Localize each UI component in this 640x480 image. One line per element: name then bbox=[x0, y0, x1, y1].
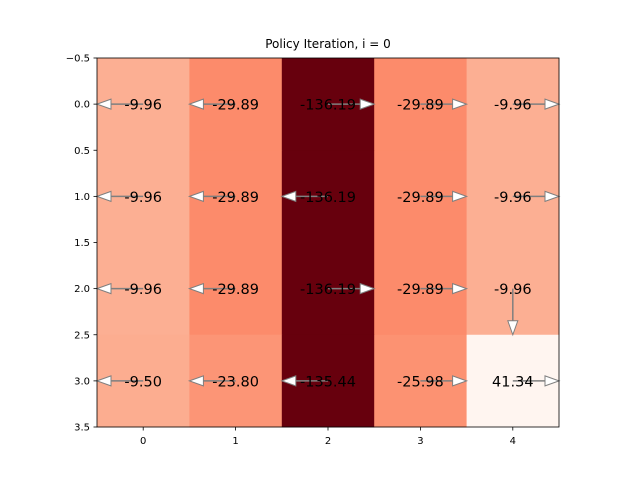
x-tick-label: 3 bbox=[417, 436, 423, 447]
cell-value-label: -9.96 bbox=[124, 282, 162, 298]
policy-arrow-right bbox=[420, 190, 469, 203]
cell-value-label: -29.89 bbox=[397, 98, 444, 114]
x-axis: 0 1 2 3 4 bbox=[140, 427, 516, 447]
y-tick-label: 0.5 bbox=[74, 146, 90, 157]
policy-arrow-left bbox=[280, 375, 328, 387]
y-tick-label: 3.5 bbox=[74, 423, 90, 434]
cell-value-label: -29.89 bbox=[212, 190, 259, 206]
policy-arrow-left bbox=[187, 98, 236, 110]
x-tick-label: 4 bbox=[510, 436, 516, 447]
y-tick-label: 3.0 bbox=[74, 376, 90, 387]
policy-arrow-right bbox=[420, 375, 469, 387]
cell-value-label: -29.89 bbox=[212, 282, 259, 298]
policy-arrow-left bbox=[95, 375, 144, 387]
policy-arrow-right bbox=[420, 282, 469, 295]
cell-value-label: -9.96 bbox=[124, 98, 162, 114]
cell-value-label: -29.89 bbox=[212, 98, 259, 114]
policy-arrow-right bbox=[512, 190, 561, 203]
y-tick-label: 1.0 bbox=[74, 192, 90, 203]
y-tick-label: 1.5 bbox=[74, 238, 90, 249]
policy-arrow-left bbox=[187, 190, 236, 203]
cell-value-label: -136.19 bbox=[300, 98, 356, 114]
y-tick-label: 2.0 bbox=[74, 284, 90, 295]
cell-value-labels: -9.96 -29.89 -136.19 -29.89 -9.96 -9.96 -29.89… bbox=[124, 98, 533, 391]
policy-arrow-left bbox=[187, 282, 236, 295]
cell-value-label: -23.80 bbox=[212, 374, 259, 390]
y-tick-label: 2.5 bbox=[74, 330, 90, 341]
cell-value-label: -136.19 bbox=[300, 282, 356, 298]
cell-value-label: -9.96 bbox=[494, 190, 532, 206]
policy-arrow-left bbox=[95, 282, 144, 295]
cell-value-label: -9.96 bbox=[494, 282, 532, 298]
policy-arrows bbox=[95, 98, 561, 387]
policy-arrow-right bbox=[512, 98, 561, 110]
cell-value-label: -9.96 bbox=[494, 98, 532, 114]
cell-value-label: -9.50 bbox=[124, 374, 162, 390]
x-tick-label: 2 bbox=[325, 436, 331, 447]
cell-value-label: -25.98 bbox=[397, 374, 444, 390]
policy-arrow-down bbox=[507, 288, 519, 337]
x-tick-label: 1 bbox=[232, 436, 238, 447]
policy-arrow-right bbox=[512, 375, 561, 387]
cell-value-label: -9.96 bbox=[124, 190, 162, 206]
chart-title: Policy Iteration, i = 0 bbox=[265, 37, 391, 51]
policy-arrow-left bbox=[95, 190, 144, 203]
y-tick-label: −0.5 bbox=[66, 54, 90, 65]
cell-value-label: -136.19 bbox=[300, 190, 356, 206]
cell-value-label: -29.89 bbox=[397, 190, 444, 206]
cell-value-label: -135.44 bbox=[300, 374, 356, 390]
policy-arrow-right bbox=[420, 98, 469, 110]
policy-arrow-right bbox=[328, 282, 376, 295]
policy-arrow-left bbox=[187, 375, 236, 387]
policy-arrow-left bbox=[280, 190, 328, 203]
y-axis: −0.5 0.0 0.5 1.0 1.5 2.0 2.5 3.0 3.5 bbox=[66, 54, 97, 434]
policy-arrow-right bbox=[328, 98, 376, 110]
cell-value-label: 41.34 bbox=[492, 374, 534, 390]
policy-arrow-left bbox=[95, 98, 144, 110]
x-tick-label: 0 bbox=[140, 436, 146, 447]
y-tick-label: 0.0 bbox=[74, 100, 90, 111]
cell-value-label: -29.89 bbox=[397, 282, 444, 298]
